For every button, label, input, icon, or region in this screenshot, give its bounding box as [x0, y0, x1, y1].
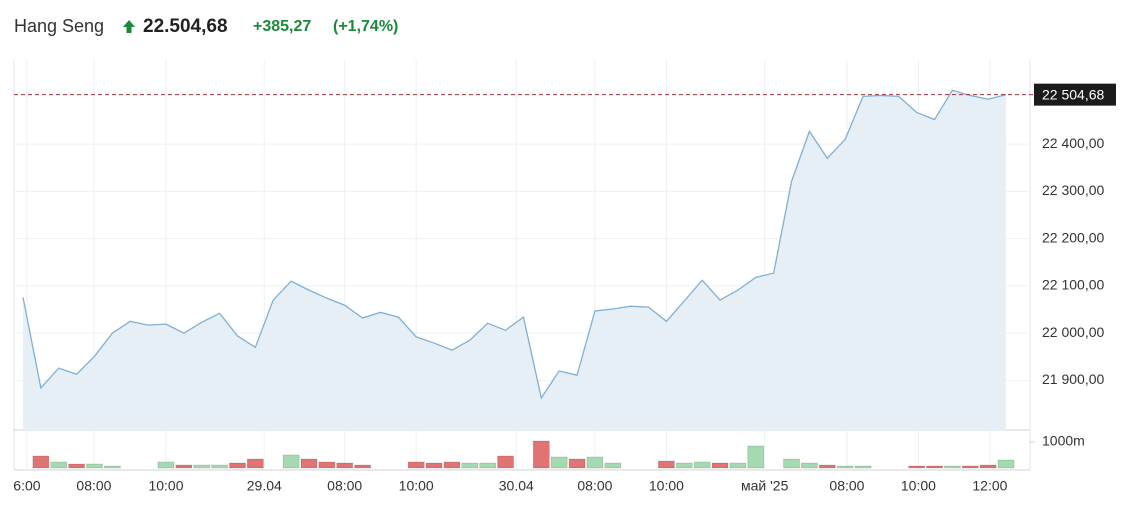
y-tick-label: 22 200,00 — [1042, 229, 1104, 245]
volume-bar — [658, 460, 675, 469]
x-tick-label: 08:00 — [327, 478, 362, 494]
volume-bar — [50, 461, 68, 469]
volume-bar — [729, 462, 747, 469]
last-price-box — [1034, 83, 1116, 106]
volume-bar — [425, 462, 443, 469]
x-tick-label: 10:00 — [148, 478, 183, 494]
volume-bar — [533, 440, 550, 469]
volume-bar — [282, 454, 300, 469]
x-tick-label: 6:00 — [13, 478, 40, 494]
x-tick-label: 08:00 — [829, 478, 864, 494]
y-tick-label: 22 400,00 — [1042, 135, 1104, 151]
line — [22, 89, 1007, 400]
volume-bar — [550, 456, 568, 469]
title: Hang Seng — [14, 16, 104, 36]
up-arrow — [123, 20, 135, 33]
volume-bar — [926, 465, 943, 469]
volume-bar — [908, 465, 925, 469]
x-tick-label: 08:00 — [577, 478, 612, 494]
volume-bar — [997, 459, 1015, 469]
volume-bar — [336, 462, 354, 469]
y-tick-label: 22 100,00 — [1042, 277, 1104, 293]
change-percent: (+1,74%) — [333, 18, 398, 35]
area — [23, 90, 1006, 431]
volume-bar — [157, 461, 175, 469]
volume-bar — [86, 463, 103, 469]
x-tick-label: 10:00 — [901, 478, 936, 494]
volume-bar — [675, 462, 693, 469]
x-tick-label: 12:00 — [972, 478, 1007, 494]
volume-bar — [568, 458, 586, 469]
volume-bar — [461, 462, 479, 469]
volume-bar — [604, 462, 622, 469]
x-tick-label: 08:00 — [76, 478, 111, 494]
volume-bar — [300, 458, 318, 469]
y-tick-label: 22 300,00 — [1042, 182, 1104, 198]
price: 22.504,68 — [143, 16, 228, 37]
volume-bar — [175, 464, 193, 469]
x-tick-label: 29.04 — [247, 478, 282, 494]
x-tick-label: май '25 — [741, 478, 789, 494]
x-tick-label: 10:00 — [649, 478, 684, 494]
volume-bar — [32, 455, 50, 469]
volume-bar — [193, 464, 211, 469]
y-tick-label: 21 900,00 — [1042, 371, 1104, 387]
volume-bar — [783, 458, 800, 469]
volume-bar — [693, 461, 711, 469]
volume-bar — [801, 462, 818, 469]
volume-bar — [247, 458, 264, 469]
volume-bar — [711, 462, 729, 469]
x-tick-label: 10:00 — [399, 478, 434, 494]
volume-bar — [944, 465, 961, 469]
volume-bar — [961, 465, 979, 469]
volume-bar — [586, 456, 604, 469]
volume-bar — [443, 461, 461, 469]
volume-bar — [104, 465, 121, 469]
last-price-label: 22 504,68 — [1042, 86, 1104, 102]
y-tick-label: 22 000,00 — [1042, 324, 1104, 340]
change: +385,27 — [253, 18, 311, 35]
volume-bar — [479, 462, 496, 469]
volume-bar — [68, 463, 85, 469]
volume-bar — [979, 464, 997, 469]
volume-bar — [229, 462, 246, 469]
volume-bar — [354, 464, 371, 469]
volume-bar — [497, 455, 514, 469]
x-tick-label: 30.04 — [499, 478, 534, 494]
volume-bar — [836, 465, 854, 469]
volume-bar — [407, 461, 425, 469]
volume-bar — [818, 464, 836, 469]
volume-bar — [211, 464, 228, 469]
volume-bar — [318, 461, 336, 469]
volume-bar — [854, 465, 872, 469]
volume-tick-label: 1000m — [1042, 433, 1085, 449]
volume-bar — [747, 445, 765, 469]
